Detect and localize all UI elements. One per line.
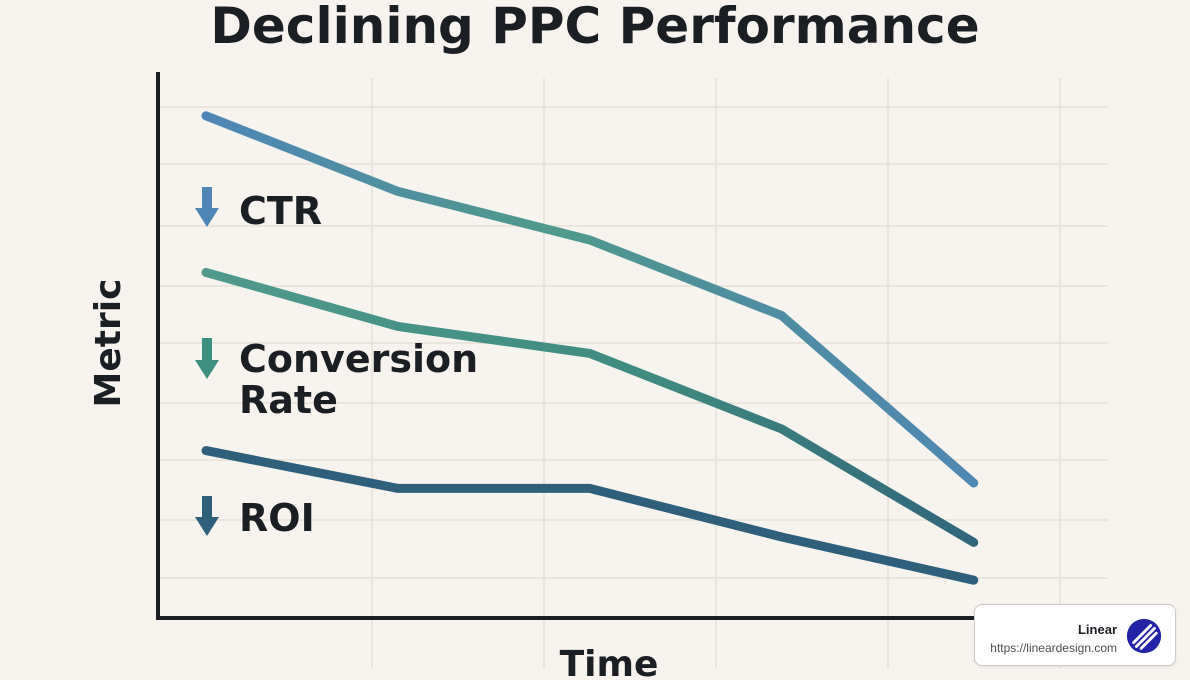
legend-item-roi: ROI bbox=[195, 496, 315, 540]
linear-logo-icon bbox=[1126, 618, 1162, 654]
watermark-url: https://lineardesign.com bbox=[990, 641, 1117, 655]
series-line-conversion-rate bbox=[201, 267, 979, 547]
y-axis-label: Metric bbox=[88, 279, 129, 408]
x-axis-label: Time bbox=[560, 644, 659, 680]
legend: CTR Conversion Rate ROI bbox=[195, 187, 478, 540]
grid bbox=[158, 78, 1108, 668]
axes bbox=[156, 72, 1002, 620]
legend-label-roi: ROI bbox=[239, 496, 315, 540]
chart-title: Declining PPC Performance bbox=[210, 0, 979, 55]
legend-item-conversion-rate: Conversion Rate bbox=[195, 337, 478, 422]
legend-label-conversion-rate-line1: Conversion bbox=[239, 337, 478, 381]
watermark-title: Linear bbox=[1077, 622, 1117, 637]
down-arrow-icon bbox=[195, 187, 219, 227]
legend-label-conversion-rate-line2: Rate bbox=[239, 378, 338, 422]
legend-label-ctr: CTR bbox=[239, 189, 322, 233]
watermark-badge[interactable]: Linear https://lineardesign.com bbox=[974, 604, 1176, 666]
down-arrow-icon bbox=[195, 338, 219, 379]
legend-item-ctr: CTR bbox=[195, 187, 322, 233]
series-line-ctr bbox=[201, 111, 979, 488]
series-group bbox=[201, 111, 979, 585]
series-line-roi bbox=[201, 446, 979, 585]
down-arrow-icon bbox=[195, 496, 219, 536]
